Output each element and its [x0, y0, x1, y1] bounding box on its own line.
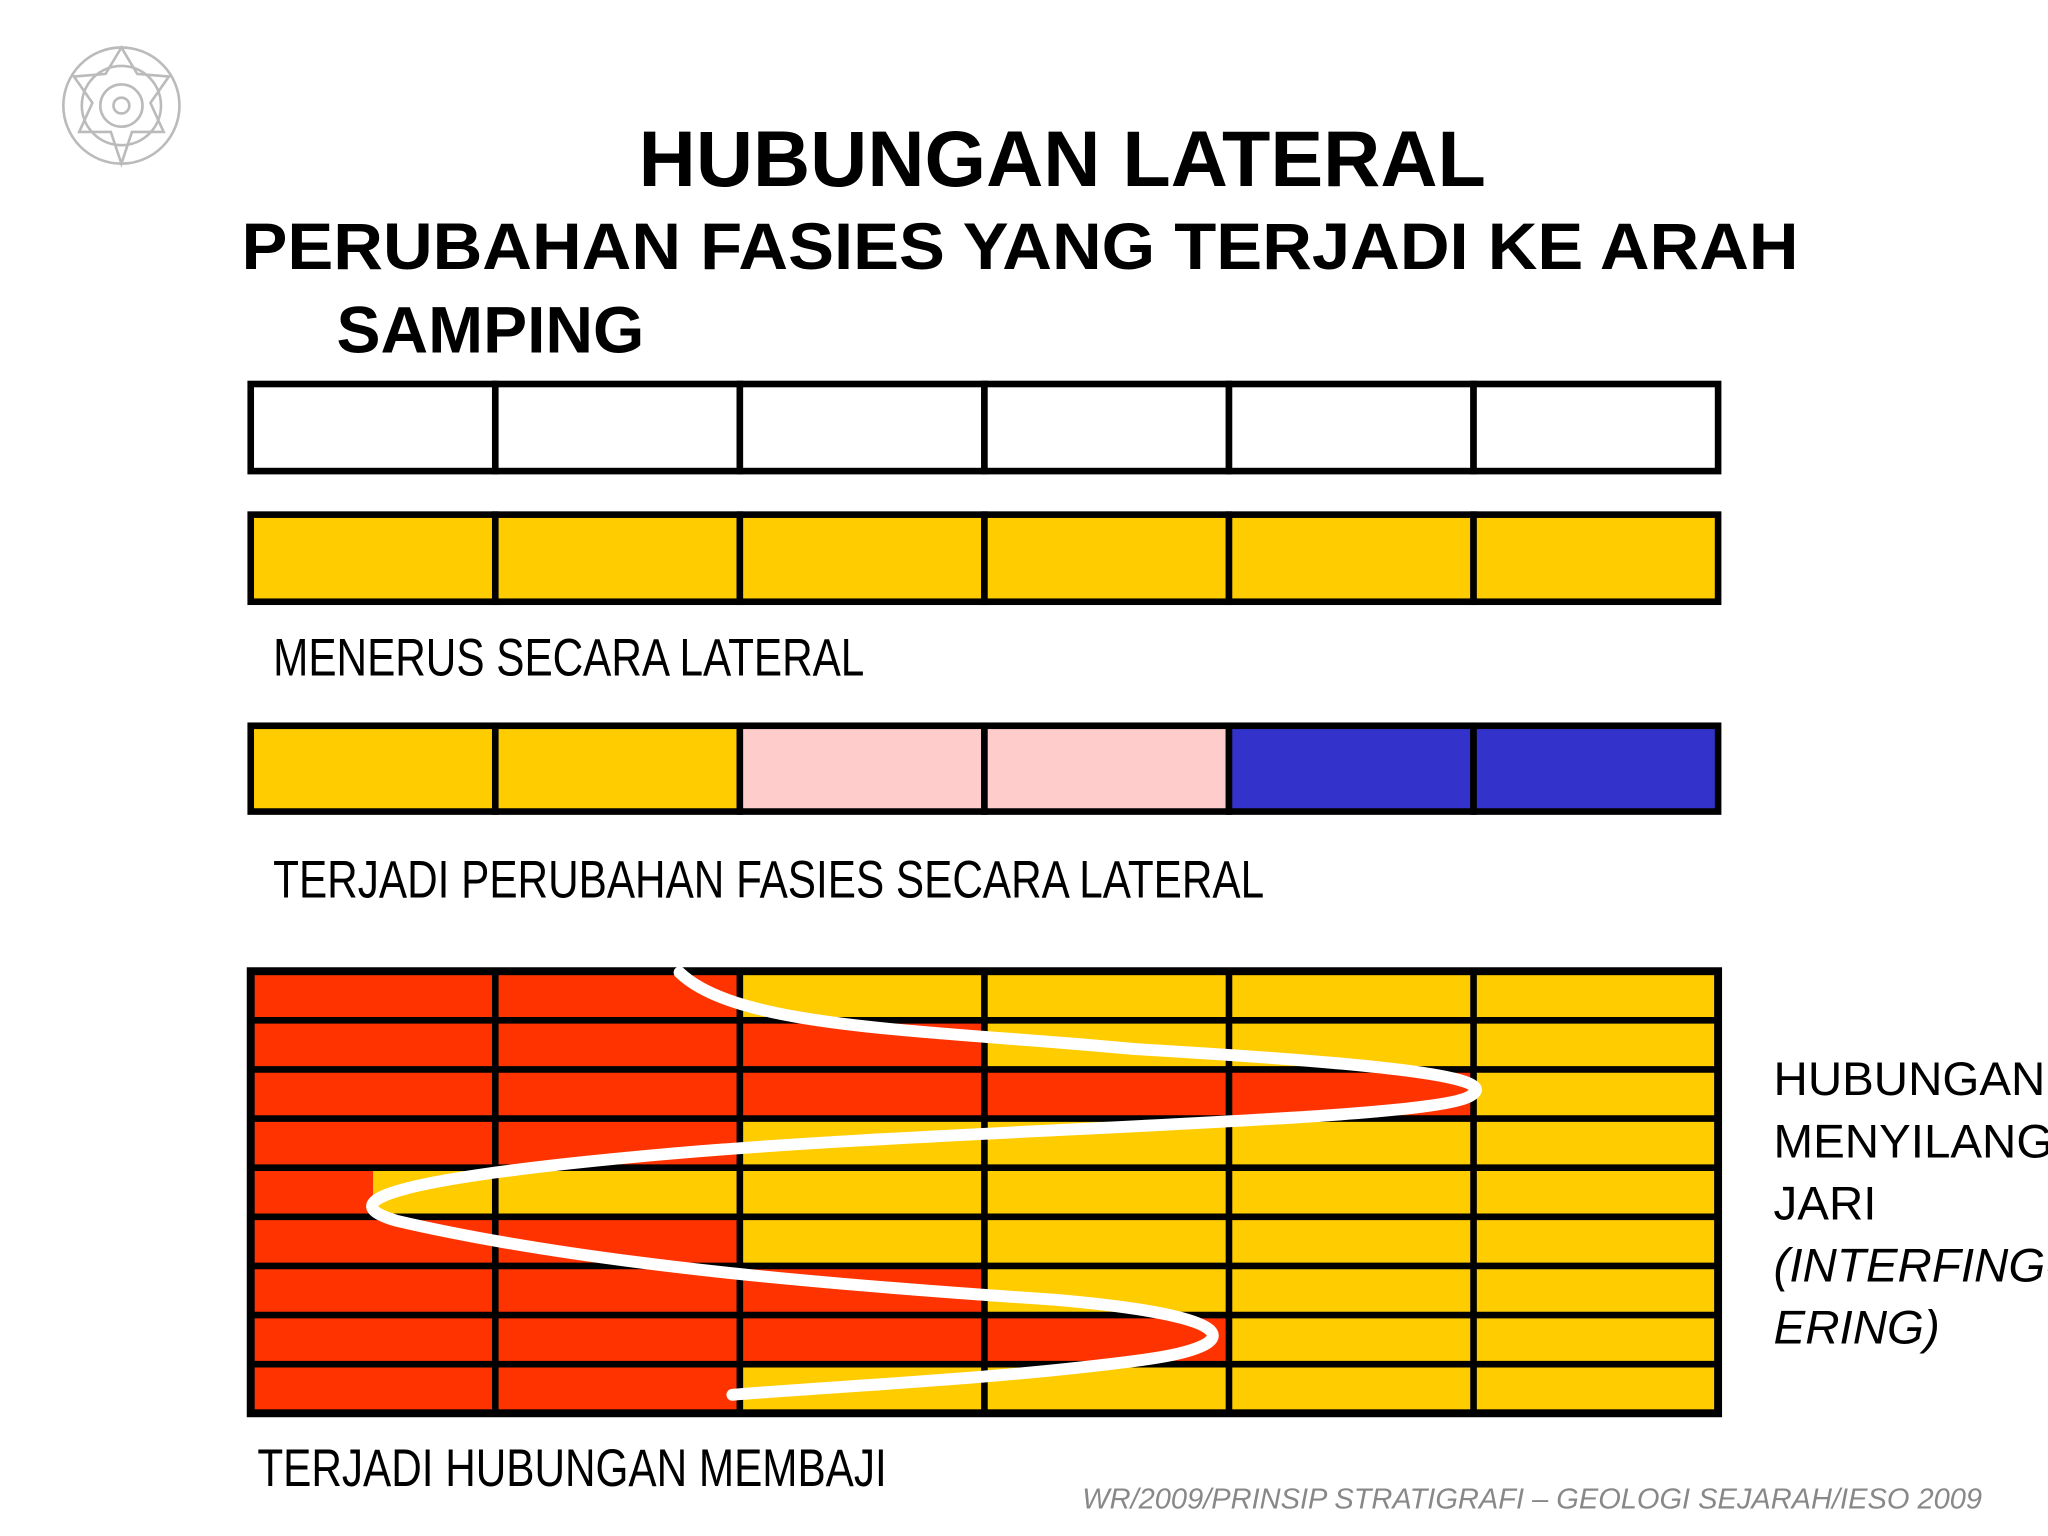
side-label-line: HUBUNGAN [1774, 1053, 2046, 1106]
cell [1470, 380, 1722, 475]
cell [247, 380, 499, 475]
layer-red [250, 1167, 374, 1217]
cell [1225, 722, 1477, 815]
caption: MENERUS SECARA LATERAL [273, 629, 864, 688]
cell [1225, 380, 1477, 475]
cell [491, 722, 744, 815]
side-label: HUBUNGAN MENYILANG JARI (INTERFING- ERING) [1774, 1053, 2048, 1354]
cell [1470, 722, 1722, 815]
cell [981, 722, 1233, 815]
interfinger-line [366, 966, 1482, 1401]
side-label-line: MENYILANG [1774, 1115, 2048, 1168]
layer-red [250, 1069, 1474, 1119]
cell [247, 511, 499, 606]
cell [736, 380, 988, 475]
cell [736, 722, 988, 815]
cell [491, 511, 744, 606]
cell [736, 511, 988, 606]
block-border [246, 967, 1723, 1418]
side-label-line: ERING) [1774, 1301, 1940, 1354]
cell [247, 722, 499, 815]
subtitle: SAMPING [336, 292, 644, 366]
side-label-line: (INTERFING- [1774, 1239, 2048, 1292]
cell [1470, 511, 1722, 606]
cell [1225, 511, 1477, 606]
subtitle: PERUBAHAN FASIES YANG TERJADI KE ARAH [241, 209, 1798, 283]
cell [981, 380, 1233, 475]
caption: TERJADI HUBUNGAN MEMBAJI [257, 1439, 886, 1498]
footer: WR/2009/PRINSIP STRATIGRAFI – GEOLOGI SE… [1082, 1483, 1982, 1515]
caption: TERJADI PERUBAHAN FASIES SECARA LATERAL [273, 850, 1264, 909]
cell [981, 511, 1233, 606]
cell [491, 380, 744, 475]
side-label-line: JARI [1774, 1177, 1877, 1230]
title: HUBUNGAN LATERAL [639, 114, 1486, 203]
logo [62, 44, 181, 168]
